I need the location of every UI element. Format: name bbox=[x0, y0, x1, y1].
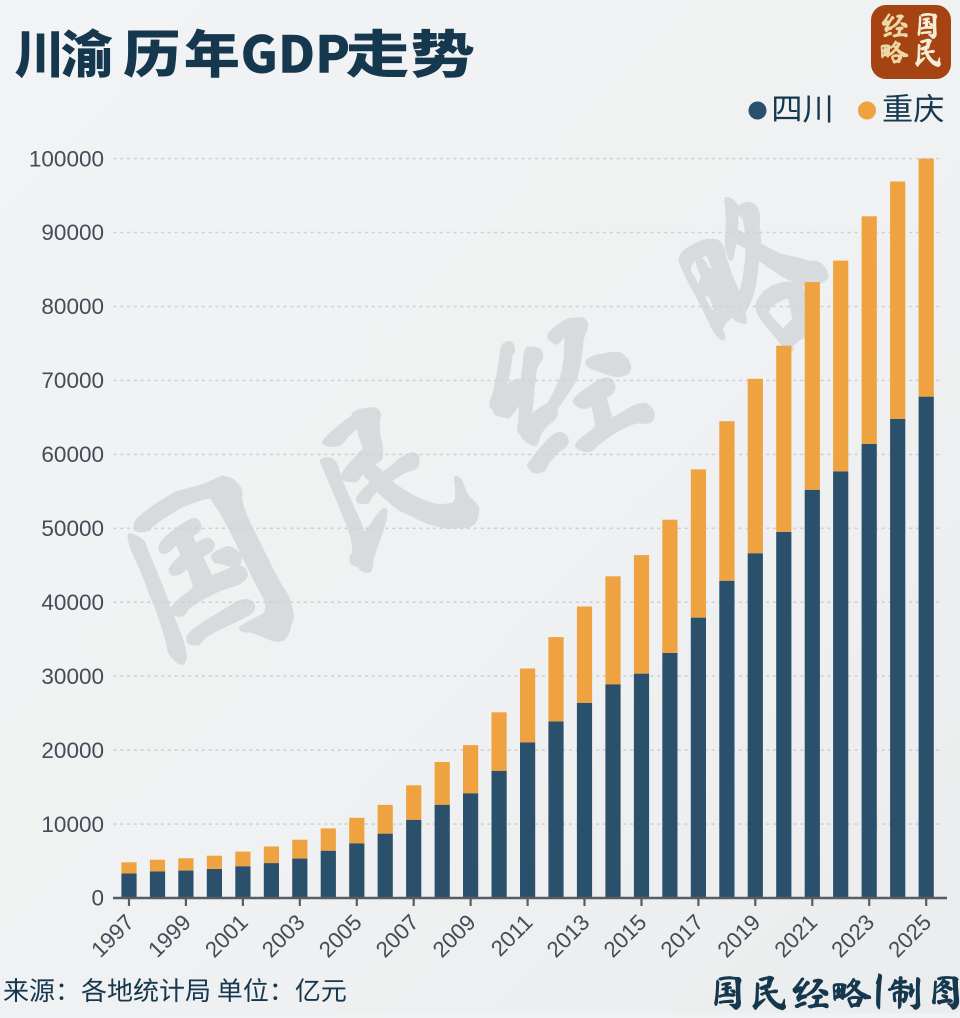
svg-text:80000: 80000 bbox=[41, 294, 104, 319]
svg-text:20000: 20000 bbox=[41, 738, 104, 763]
svg-text:100000: 100000 bbox=[29, 146, 104, 171]
svg-text:90000: 90000 bbox=[41, 220, 104, 245]
svg-text:60000: 60000 bbox=[41, 442, 104, 467]
svg-text:10000: 10000 bbox=[41, 812, 104, 837]
svg-text:70000: 70000 bbox=[41, 368, 104, 393]
svg-text:40000: 40000 bbox=[41, 590, 104, 615]
svg-text:30000: 30000 bbox=[41, 664, 104, 689]
svg-text:50000: 50000 bbox=[41, 516, 104, 541]
svg-text:0: 0 bbox=[91, 886, 104, 911]
